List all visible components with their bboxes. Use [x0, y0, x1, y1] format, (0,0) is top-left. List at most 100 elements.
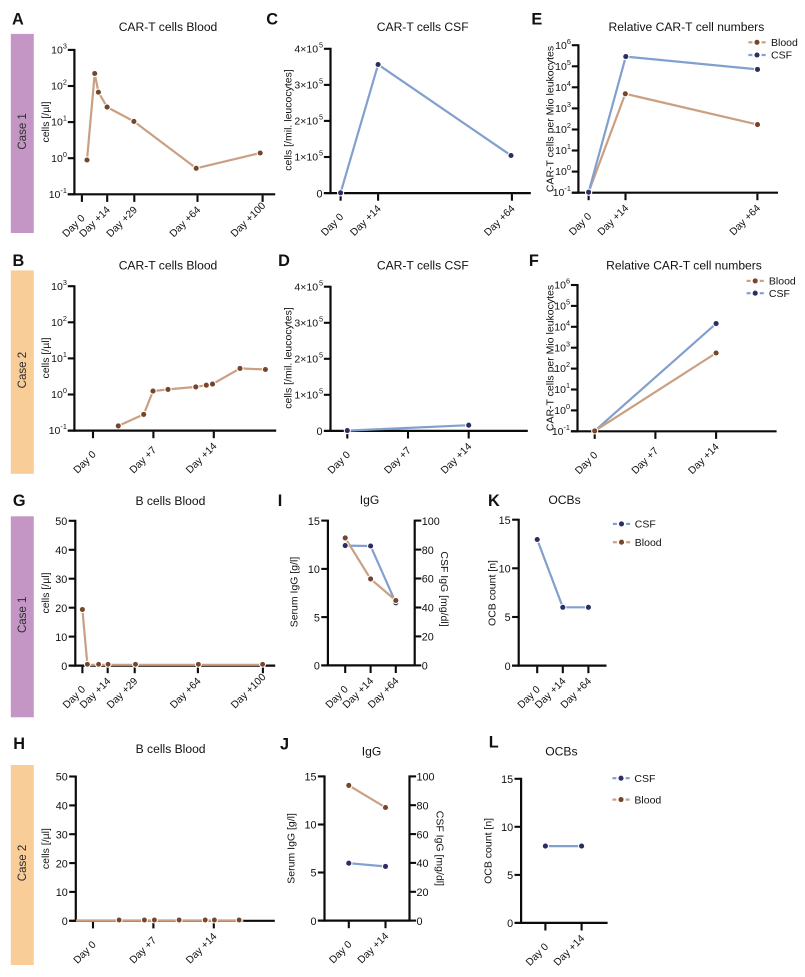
svg-text:20: 20 [56, 858, 68, 870]
svg-text:cells [/µl]: cells [/µl] [40, 828, 52, 869]
svg-text:100: 100 [417, 772, 435, 784]
svg-text:0: 0 [422, 661, 428, 673]
svg-text:10: 10 [55, 632, 67, 644]
svg-text:10: 10 [304, 820, 316, 832]
svg-text:0: 0 [505, 661, 511, 673]
svg-text:D: D [278, 252, 290, 270]
svg-text:15: 15 [308, 516, 320, 528]
svg-text:Blood: Blood [769, 276, 796, 288]
svg-text:20: 20 [55, 603, 67, 615]
svg-text:Case 2: Case 2 [17, 352, 29, 388]
svg-text:0: 0 [314, 661, 320, 673]
svg-text:Serum IgG [g/l]: Serum IgG [g/l] [286, 813, 298, 884]
svg-text:IgG: IgG [362, 745, 382, 759]
svg-text:cells [/mil. leucocytes]: cells [/mil. leucocytes] [283, 307, 295, 409]
svg-text:C: C [266, 10, 278, 28]
svg-text:OCB count [n]: OCB count [n] [487, 560, 499, 626]
svg-text:G: G [13, 492, 26, 510]
svg-text:50: 50 [56, 772, 68, 784]
svg-text:4×10 5: 4×10 5 [294, 40, 323, 55]
svg-text:30: 30 [56, 829, 68, 841]
svg-text:L: L [489, 734, 499, 752]
svg-text:E: E [531, 10, 542, 28]
svg-text:Case 1: Case 1 [17, 597, 29, 633]
svg-text:CSF: CSF [769, 288, 790, 300]
svg-text:40: 40 [417, 858, 429, 870]
svg-text:40: 40 [55, 545, 67, 557]
svg-text:OCBs: OCBs [545, 745, 577, 759]
svg-text:20: 20 [422, 632, 434, 644]
svg-text:CAR-T cells Blood: CAR-T cells Blood [119, 258, 218, 272]
svg-text:10: 10 [56, 887, 68, 899]
svg-text:Relative CAR-T cell numbers: Relative CAR-T cell numbers [606, 258, 762, 272]
svg-text:10: 10 [308, 564, 320, 576]
svg-text:15: 15 [499, 515, 511, 527]
svg-text:20: 20 [417, 887, 429, 899]
svg-text:Blood: Blood [635, 537, 662, 549]
svg-text:CSF: CSF [634, 773, 655, 785]
svg-text:CAR-T cells CSF: CAR-T cells CSF [377, 258, 469, 272]
svg-text:cells [/µl]: cells [/µl] [40, 572, 52, 613]
svg-text:0: 0 [61, 661, 67, 673]
svg-text:0: 0 [316, 426, 322, 438]
svg-text:0: 0 [310, 916, 316, 928]
svg-text:15: 15 [501, 774, 513, 786]
svg-text:Case 2: Case 2 [17, 845, 29, 881]
svg-text:cells [/mil. leucocytes]: cells [/mil. leucocytes] [283, 69, 295, 171]
svg-text:80: 80 [417, 800, 429, 812]
svg-text:J: J [280, 736, 289, 754]
svg-text:5: 5 [505, 612, 511, 624]
svg-text:0: 0 [417, 916, 423, 928]
svg-text:Serum IgG [g/l]: Serum IgG [g/l] [289, 557, 301, 628]
svg-text:CSF IgG [mg/dl]: CSF IgG [mg/dl] [434, 811, 446, 886]
svg-text:IgG: IgG [360, 493, 380, 507]
svg-text:0: 0 [507, 918, 513, 930]
svg-text:1×10 5: 1×10 5 [294, 386, 323, 401]
svg-text:3×10 5: 3×10 5 [294, 314, 323, 329]
svg-text:F: F [529, 252, 539, 270]
svg-text:CAR-T cells per Mio leukocytes: CAR-T cells per Mio leukocytes [545, 46, 557, 192]
svg-text:40: 40 [56, 801, 68, 813]
svg-text:CSF: CSF [771, 50, 792, 62]
svg-text:A: A [12, 10, 24, 28]
svg-text:K: K [488, 492, 500, 510]
svg-text:B cells Blood: B cells Blood [136, 742, 206, 756]
svg-text:Blood: Blood [634, 794, 661, 806]
svg-text:CSF IgG [mg/dl]: CSF IgG [mg/dl] [438, 551, 450, 626]
svg-text:5: 5 [507, 870, 513, 882]
svg-text:cells [/µl]: cells [/µl] [40, 101, 52, 142]
svg-text:1×10 5: 1×10 5 [294, 149, 323, 164]
svg-text:B cells Blood: B cells Blood [135, 494, 205, 508]
svg-text:OCB count [n]: OCB count [n] [483, 818, 495, 884]
svg-text:100: 100 [422, 516, 440, 528]
svg-text:Case 1: Case 1 [17, 113, 29, 149]
svg-text:80: 80 [422, 545, 434, 557]
svg-text:40: 40 [422, 603, 434, 615]
svg-text:4×10 5: 4×10 5 [294, 278, 323, 293]
svg-text:Relative CAR-T cell numbers: Relative CAR-T cell numbers [609, 20, 765, 34]
svg-text:0: 0 [316, 188, 322, 200]
svg-text:cells [/µl]: cells [/µl] [40, 337, 52, 378]
svg-text:OCBs: OCBs [548, 493, 580, 507]
svg-text:10: 10 [501, 822, 513, 834]
svg-text:CAR-T cells CSF: CAR-T cells CSF [377, 20, 469, 34]
svg-text:I: I [278, 492, 283, 510]
svg-text:15: 15 [304, 772, 316, 784]
svg-text:H: H [13, 735, 25, 753]
svg-text:Blood: Blood [771, 37, 798, 49]
svg-text:3×10 5: 3×10 5 [294, 77, 323, 92]
svg-text:60: 60 [417, 829, 429, 841]
svg-text:0: 0 [62, 916, 68, 928]
svg-text:10: 10 [499, 564, 511, 576]
svg-text:CAR-T cells per Mio leukocytes: CAR-T cells per Mio leukocytes [545, 285, 557, 431]
svg-text:B: B [13, 252, 25, 270]
svg-text:2×10 5: 2×10 5 [294, 350, 323, 365]
svg-text:5: 5 [310, 868, 316, 880]
svg-text:CSF: CSF [635, 519, 656, 531]
svg-text:2×10 5: 2×10 5 [294, 113, 323, 128]
svg-text:5: 5 [314, 612, 320, 624]
svg-text:50: 50 [55, 516, 67, 528]
svg-text:CAR-T cells Blood: CAR-T cells Blood [119, 20, 218, 34]
svg-text:30: 30 [55, 574, 67, 586]
svg-text:60: 60 [422, 574, 434, 586]
